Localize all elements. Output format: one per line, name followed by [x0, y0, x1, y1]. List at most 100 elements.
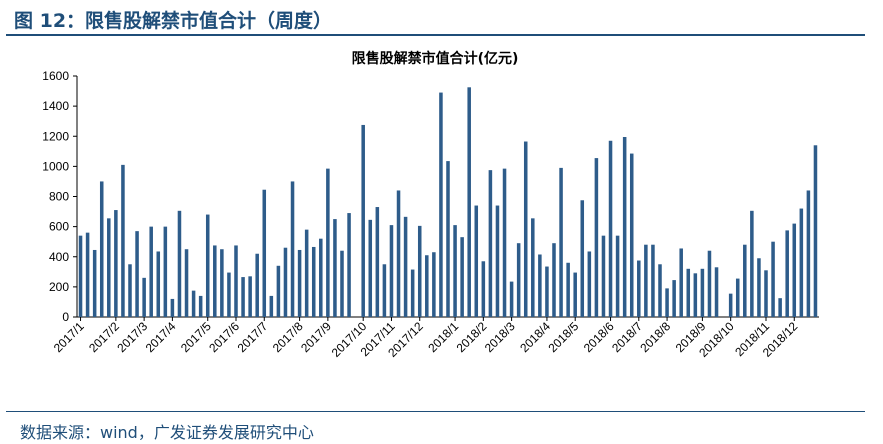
bar — [531, 218, 535, 317]
bar — [545, 266, 549, 317]
bar — [439, 92, 443, 317]
y-tick-label: 1600 — [42, 69, 69, 83]
bar — [764, 270, 768, 317]
bar — [432, 252, 436, 317]
y-tick-label: 400 — [49, 250, 69, 264]
bar — [672, 280, 676, 317]
bar — [403, 216, 408, 317]
bar — [587, 251, 592, 317]
bar — [608, 140, 613, 317]
bar — [389, 225, 394, 317]
bar — [255, 253, 259, 317]
bar — [785, 230, 789, 317]
bar — [757, 258, 761, 317]
bar — [368, 219, 373, 317]
bar — [580, 200, 585, 317]
bar — [474, 205, 479, 317]
bar — [552, 243, 556, 317]
bar — [573, 272, 577, 317]
bar — [665, 288, 669, 317]
bar — [651, 244, 655, 317]
bar — [340, 250, 344, 317]
bar — [319, 238, 323, 317]
bar — [679, 248, 683, 317]
y-tick-label: 800 — [49, 190, 69, 204]
bar — [750, 210, 754, 317]
bar — [488, 170, 493, 317]
bar — [269, 295, 274, 317]
x-tick-label: 2017/1 — [51, 319, 87, 355]
x-tick-label: 2017/7 — [235, 319, 271, 355]
y-tick-label: 200 — [49, 280, 69, 294]
bar — [92, 249, 97, 317]
bar — [693, 273, 698, 317]
bar — [99, 181, 104, 317]
bar — [813, 145, 818, 317]
bar — [227, 272, 231, 317]
bar — [149, 226, 153, 318]
bar — [629, 153, 634, 317]
bar-series — [78, 87, 818, 318]
figure-title: 图 12：限售股解禁市值合计（周度） — [14, 10, 333, 32]
y-tick-label: 1400 — [42, 99, 69, 113]
bar — [78, 235, 83, 317]
bar — [615, 235, 620, 317]
bar — [198, 295, 203, 317]
bar — [170, 298, 175, 317]
bar — [728, 293, 733, 317]
bar — [495, 205, 500, 317]
bar — [276, 265, 281, 317]
bar — [311, 246, 316, 317]
bar — [700, 268, 705, 317]
bar — [262, 189, 267, 317]
bar — [601, 235, 606, 317]
bar — [156, 251, 161, 317]
bar — [686, 268, 691, 317]
bar — [234, 245, 238, 317]
bar — [184, 249, 189, 317]
bar — [396, 190, 401, 317]
y-tick-label: 1000 — [42, 159, 69, 173]
bar — [114, 210, 118, 317]
bar — [290, 181, 295, 317]
title-rule — [6, 34, 865, 36]
x-tick-label: 2018/5 — [545, 319, 581, 355]
bar — [213, 245, 217, 317]
x-tick-label: 2017/5 — [178, 319, 214, 355]
bar — [735, 278, 740, 317]
chart-title: 限售股解禁市值合计(亿元) — [352, 50, 519, 67]
bar — [714, 267, 719, 317]
x-tick-label: 2018/3 — [482, 319, 518, 355]
bar — [538, 254, 542, 317]
bar — [523, 141, 528, 317]
bar — [241, 277, 245, 317]
bar — [446, 161, 450, 317]
x-tick-label: 2017/8 — [270, 319, 306, 355]
bar — [481, 261, 486, 317]
bar — [792, 223, 797, 317]
bar — [460, 237, 464, 317]
bar — [347, 213, 351, 317]
x-tick-label: 2018/1 — [425, 319, 461, 355]
bar — [85, 232, 90, 317]
footer-rule — [6, 411, 865, 412]
bar — [326, 168, 330, 317]
bar — [559, 167, 563, 317]
bar — [622, 137, 627, 317]
bar — [107, 218, 111, 317]
bar — [297, 249, 302, 317]
bar — [177, 210, 182, 317]
bar — [142, 277, 146, 317]
bar — [283, 247, 288, 317]
bar — [707, 250, 712, 317]
bar — [191, 290, 196, 317]
bar — [425, 255, 429, 317]
bar — [806, 190, 811, 317]
bar — [771, 241, 775, 317]
bar — [410, 269, 415, 317]
x-tick-label: 2018/2 — [454, 319, 490, 355]
bar — [658, 264, 662, 317]
x-tick-label: 2018/6 — [581, 319, 617, 355]
bar — [361, 124, 365, 317]
